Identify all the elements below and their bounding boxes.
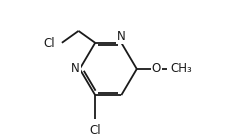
Text: Cl: Cl	[43, 38, 54, 51]
Text: N: N	[116, 30, 125, 43]
Text: Cl: Cl	[89, 124, 101, 137]
Text: CH₃: CH₃	[169, 63, 191, 75]
Text: N: N	[71, 63, 79, 75]
Text: O: O	[151, 63, 160, 75]
